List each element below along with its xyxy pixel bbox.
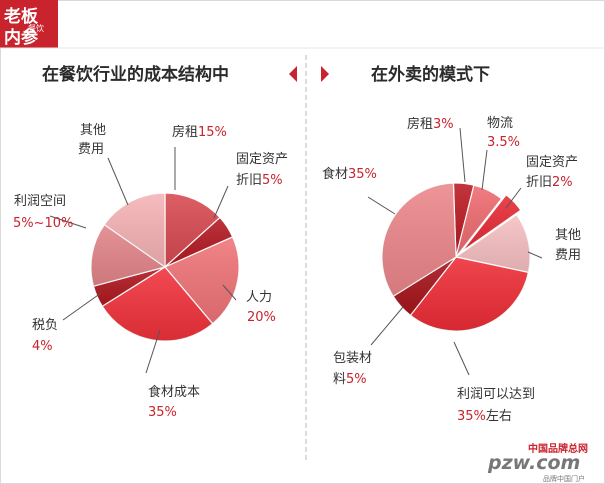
left-slice-1-shade (165, 217, 233, 267)
leader-tax-left (62, 292, 102, 321)
watermark-top: 中国品牌总网 (528, 442, 588, 455)
label-profit-left-2: 5%~10% (13, 216, 73, 231)
leader-other-right (527, 251, 543, 259)
label-food-left-1: 食材成本 (148, 384, 200, 400)
label-food-left-2: 35% (148, 405, 177, 420)
label-deprec-right-2: 折旧2% (526, 175, 573, 190)
badge-block (0, 0, 58, 48)
badge-small: 餐饮 (28, 23, 44, 33)
watermark-main: pzw.com (487, 452, 580, 474)
label-rent-right: 房租3% (407, 116, 454, 132)
leader-food-right (367, 196, 396, 215)
badge-line2: 内参 (4, 27, 38, 48)
left-slice-6-shade (104, 193, 165, 267)
right-triangle-icon (321, 66, 329, 82)
right-slice-4-shade (410, 257, 529, 331)
label-tax-left-2: 4% (32, 339, 53, 354)
label-deprec-right-1: 固定资产 (526, 155, 578, 170)
leader-logistics-right (481, 149, 488, 191)
right-leader-lines (367, 127, 543, 376)
label-profit-right-1: 利润可以达到 (457, 387, 535, 402)
label-deprec-left-2: 折旧5% (236, 173, 283, 188)
watermark: 中国品牌总网 pzw.com 品牌中国门户 (487, 442, 588, 483)
right-title: 在外卖的模式下 (371, 64, 490, 85)
leader-deprec-right (505, 187, 522, 209)
left-slice-5-shade (90, 224, 165, 287)
label-profit-left-1: 利润空间 (14, 194, 66, 209)
leader-other-left (107, 157, 129, 206)
left-slice-0-shade (165, 193, 220, 267)
leader-profit-left (49, 215, 87, 229)
left-slice-2-shade (165, 236, 240, 324)
right-labels: 房租3% 物流 3.5% 固定资产 折旧2% 其他 费用 食材35% 包装材 料… (322, 116, 581, 424)
label-other-right-2: 费用 (555, 248, 581, 263)
leader-rent-right (459, 127, 466, 183)
label-other-left-2: 费用 (78, 142, 104, 157)
leader-deprec-left (213, 185, 229, 219)
right-slice-2-shade (461, 194, 521, 252)
right-slice-3-shade (456, 214, 530, 273)
left-pie-chart (90, 192, 240, 342)
right-slice-6-shade (382, 183, 456, 297)
leader-profit-right (453, 341, 470, 376)
label-tax-left-1: 税负 (32, 318, 58, 333)
label-other-left-1: 其他 (80, 123, 106, 138)
left-leader-lines (49, 147, 237, 374)
badge-line1: 老板 (3, 6, 39, 27)
label-rent-left: 房租15% (172, 124, 227, 140)
right-pie-chart (381, 182, 531, 332)
watermark-bottom: 品牌中国门户 (543, 474, 585, 483)
label-profit-right-2: 35%左右 (457, 409, 512, 424)
leader-food-left (145, 329, 161, 374)
left-title: 在餐饮行业的成本结构中 (42, 64, 229, 85)
leader-pack-right (370, 306, 404, 346)
leader-labor-left (222, 284, 237, 301)
label-labor-left-1: 人力 (246, 290, 272, 305)
label-logistics-right-1: 物流 (487, 116, 513, 131)
label-other-right-1: 其他 (555, 228, 581, 243)
left-slice-4-shade (93, 267, 165, 307)
label-deprec-left-1: 固定资产 (236, 152, 288, 167)
left-slice-3-shade (102, 267, 213, 342)
label-labor-left-2: 20% (247, 310, 276, 325)
left-triangle-icon (289, 66, 297, 82)
brand-badge: 老板 内参 餐饮 (0, 0, 58, 48)
left-labels: 其他 费用 房租15% 固定资产 折旧5% 人力 20% 利润空间 5%~10%… (13, 123, 288, 420)
right-slice-5-shade (393, 257, 456, 316)
label-pack-right-1: 包装材 (333, 351, 372, 366)
right-slice-1-shade (456, 185, 502, 257)
label-pack-right-2: 料5% (333, 372, 367, 387)
label-food-right: 食材35% (322, 166, 377, 182)
label-logistics-right-2: 3.5% (487, 135, 520, 150)
right-slice-0-shade (453, 183, 474, 257)
